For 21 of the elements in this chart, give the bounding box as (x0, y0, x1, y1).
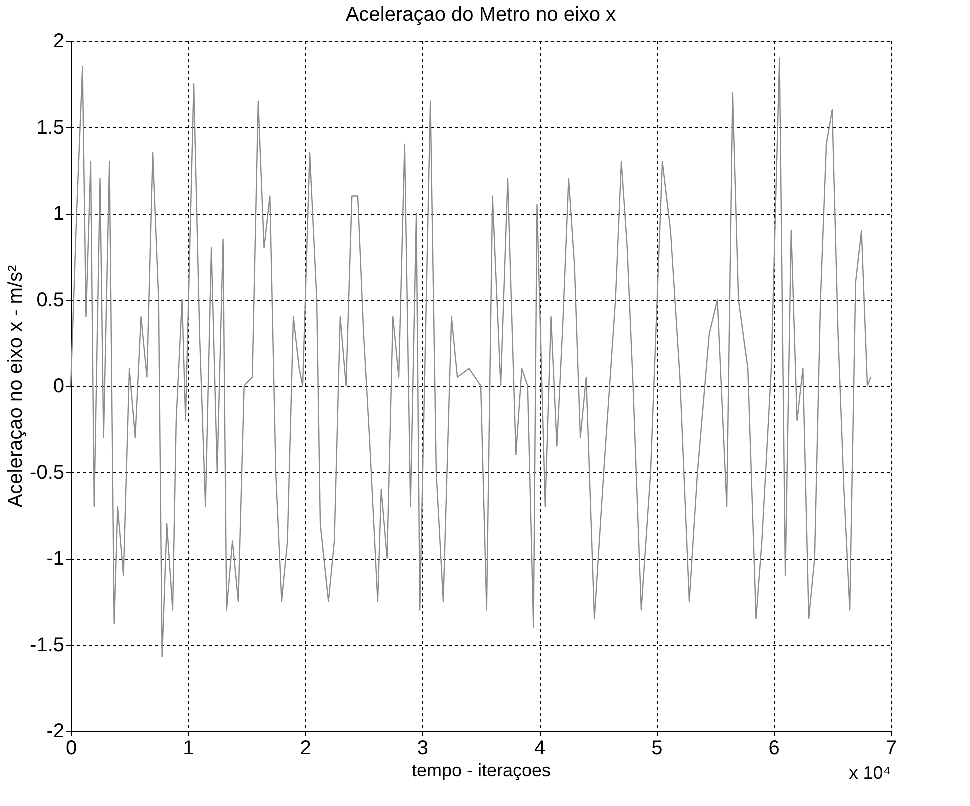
chart-title: Aceleraçao do Metro no eixo x (346, 4, 616, 26)
x-axis-title: tempo - iteraçoes (412, 760, 552, 780)
line-series (70, 58, 872, 658)
x-tick-label: 5 (652, 738, 663, 760)
y-tick-label: 0 (53, 376, 64, 398)
x-tick-label: 3 (417, 738, 428, 760)
y-tick-label: 2 (53, 30, 64, 52)
y-tick-label: -0.5 (30, 462, 64, 484)
y-tick-label: 0.5 (36, 289, 64, 312)
y-tick-label: -1 (46, 548, 64, 570)
x-tick-label: 4 (534, 738, 546, 760)
y-tick-label: -1.5 (30, 634, 64, 656)
y-tick-label: 1 (53, 203, 64, 225)
x-tick-label: 6 (768, 738, 780, 760)
y-axis-title: Aceleraçao no eixo x - m/s² (5, 265, 28, 508)
x-tick-label: 7 (886, 738, 898, 760)
x-tick-label: 1 (183, 738, 194, 760)
y-tick-label: 1.5 (36, 116, 64, 139)
x-tick-label: 2 (300, 738, 312, 760)
y-tick-label: -2 (46, 720, 64, 742)
text: x 10⁴ (849, 763, 891, 783)
